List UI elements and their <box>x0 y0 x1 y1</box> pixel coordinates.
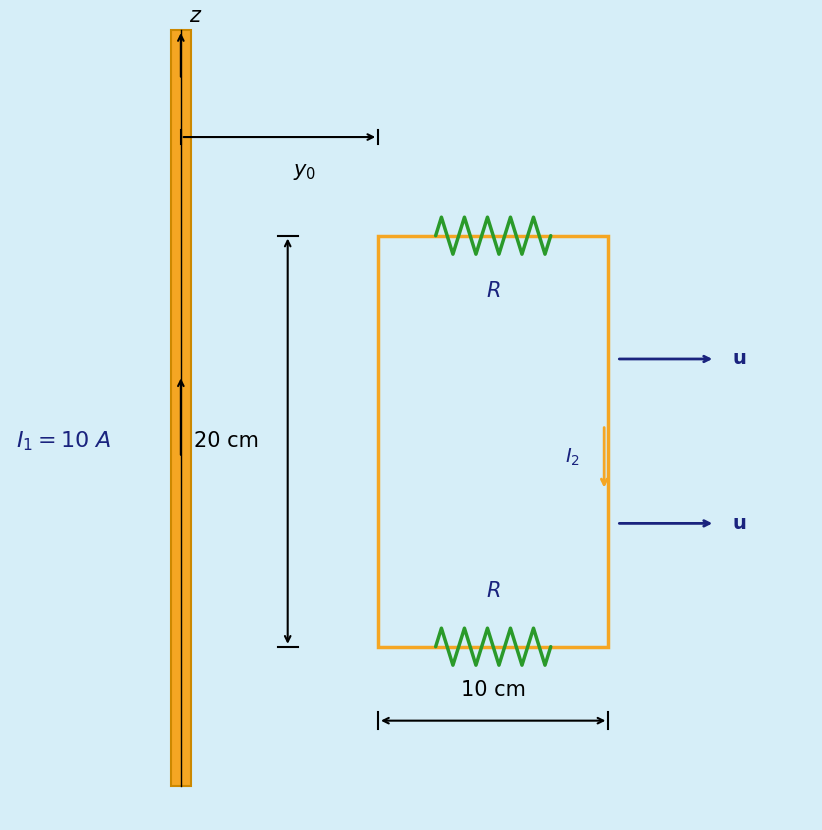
Text: $R$: $R$ <box>486 582 501 602</box>
Text: 20 cm: 20 cm <box>194 431 259 452</box>
Text: $R$: $R$ <box>486 281 501 301</box>
Text: $\mathbf{u}$: $\mathbf{u}$ <box>732 349 746 369</box>
FancyBboxPatch shape <box>171 30 191 786</box>
Text: $\mathbf{u}$: $\mathbf{u}$ <box>732 514 746 533</box>
Text: $I_1 = 10$ A: $I_1 = 10$ A <box>16 429 112 453</box>
Text: $z$: $z$ <box>189 6 202 26</box>
Text: $I_2$: $I_2$ <box>565 447 580 468</box>
Text: 10 cm: 10 cm <box>461 680 525 701</box>
Text: $y_0$: $y_0$ <box>293 162 316 182</box>
